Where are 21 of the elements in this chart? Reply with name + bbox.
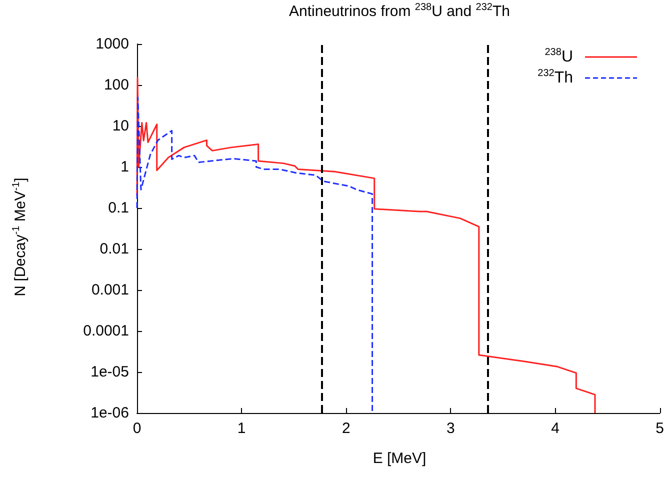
y-tick-label: 1e-05	[90, 364, 129, 380]
y-tick-label: 1e-06	[90, 404, 129, 422]
chart-title: Antineutrinos from $^{238}$U and $^{232}$Th	[288, 2, 511, 20]
line-series	[136, 96, 374, 414]
x-axis-title: E [MeV]	[372, 450, 428, 467]
legend-label: $^{232}$Th	[538, 68, 573, 88]
y-tick-label: 10	[112, 118, 129, 134]
legend-label: $^{238}$U	[544, 46, 573, 66]
y-tick-label: 100	[104, 76, 129, 94]
x-tick-label: 1	[237, 420, 246, 437]
x-tick-label: 0	[132, 420, 142, 437]
y-tick-label: 1	[120, 158, 129, 176]
x-tick-label: 3	[446, 420, 455, 437]
y-tick-label: 1000	[96, 36, 129, 52]
y-tick-label: 0.0001	[83, 322, 129, 340]
x-tick-label: 4	[551, 420, 560, 437]
y-tick-label: 0.01	[100, 240, 129, 258]
y-tick-label: 0.1	[108, 200, 129, 216]
x-tick-label: 2	[342, 420, 350, 437]
y-tick-label: 0.001	[91, 282, 129, 298]
x-tick-label: 5	[656, 420, 664, 437]
